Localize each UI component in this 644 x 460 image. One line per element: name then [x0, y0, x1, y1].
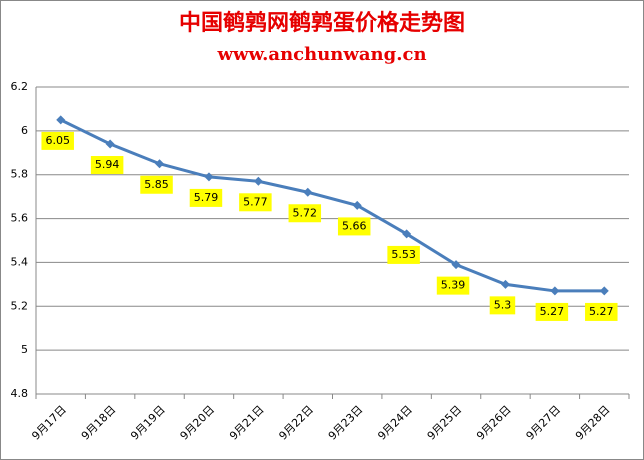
data-label-bg — [41, 131, 74, 150]
y-tick-label: 4.8 — [11, 387, 29, 400]
data-label-bg — [337, 217, 371, 236]
marker — [56, 115, 66, 125]
marker — [204, 172, 214, 182]
y-tick-label: 5 — [21, 343, 28, 356]
data-label: 5.27 — [540, 305, 565, 318]
y-tick-label: 5.8 — [11, 168, 29, 181]
data-label-bg — [239, 193, 272, 212]
y-tick-label: 5.4 — [11, 255, 29, 268]
data-label: 5.66 — [342, 219, 367, 232]
data-label: 5.27 — [589, 305, 614, 318]
marker — [105, 139, 115, 149]
y-tick-label: 6.2 — [11, 80, 29, 93]
line — [60, 118, 605, 293]
data-label-bg — [189, 188, 223, 207]
marker — [402, 229, 412, 239]
data-label: 5.79 — [194, 191, 219, 204]
marker — [155, 159, 165, 169]
data-label: 5.77 — [243, 195, 268, 208]
data-label-bg — [585, 302, 618, 321]
y-tick-label: 5.2 — [11, 299, 29, 312]
marker — [451, 260, 461, 270]
data-label-bg — [489, 296, 516, 315]
chart-subtitle: www.anchunwang.cn — [216, 44, 426, 65]
data-label: 5.94 — [95, 158, 120, 171]
marker — [500, 279, 510, 289]
y-tick-label: 5.6 — [11, 212, 29, 225]
marker — [550, 286, 560, 296]
data-label-bg — [288, 204, 322, 223]
data-label-bg — [436, 276, 470, 295]
marker — [253, 176, 263, 186]
data-label: 5.3 — [494, 298, 512, 311]
marker — [599, 286, 609, 296]
data-label-bg — [90, 156, 124, 175]
marker — [303, 187, 313, 197]
data-label-bg — [140, 175, 173, 194]
data-label: 5.72 — [293, 206, 318, 219]
chart-title: 中国鹌鹑网鹌鹑蛋价格走势图 — [179, 10, 465, 36]
data-label-bg — [535, 302, 569, 321]
y-tick-label: 6 — [21, 124, 28, 137]
data-label: 5.85 — [144, 178, 169, 191]
data-label: 5.39 — [441, 279, 466, 292]
data-label: 5.53 — [391, 248, 416, 261]
data-label: 6.05 — [45, 134, 70, 147]
marker — [352, 200, 362, 210]
data-label-bg — [387, 245, 420, 264]
